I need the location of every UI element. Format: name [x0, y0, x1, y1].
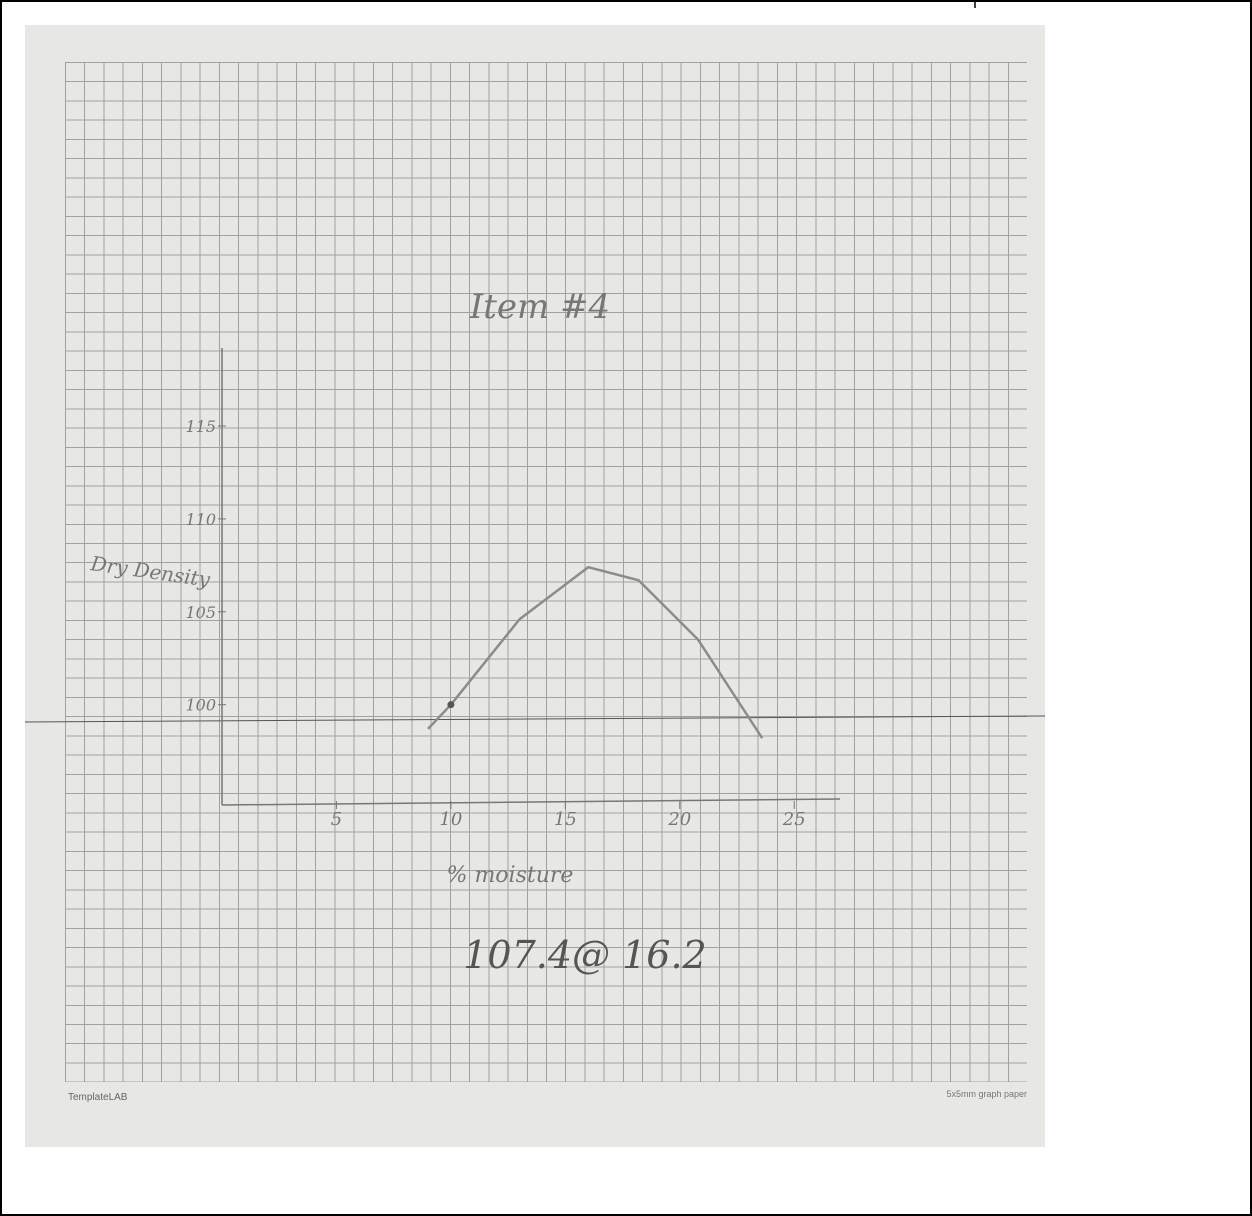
- graph-paper-grid: [65, 62, 1027, 1082]
- paper-fold: [24, 715, 1046, 723]
- y-tick-label: 105: [185, 603, 216, 622]
- x-tick-label: 25: [782, 809, 806, 830]
- chart-title: Item #4: [469, 287, 610, 327]
- y-axis-label: Dry Density: [88, 551, 212, 592]
- x-tick-label: 15: [554, 809, 577, 830]
- x-axis-label: % moisture: [447, 863, 574, 888]
- y-tick-label: 100: [185, 696, 216, 715]
- x-tick-label: 10: [439, 809, 462, 830]
- y-tick-label: 110: [185, 510, 216, 529]
- x-axis: [221, 798, 841, 806]
- x-tick-label: 20: [667, 809, 691, 830]
- data-point: [447, 701, 455, 709]
- footer-left: TemplateLAB: [68, 1092, 128, 1103]
- curve: [427, 565, 764, 739]
- annotation: 107.4@ 16.2: [463, 933, 706, 977]
- x-tick-label: 5: [331, 809, 342, 830]
- footer-right: 5x5mm graph paper: [946, 1089, 1027, 1099]
- y-tick-label: 115: [185, 417, 216, 436]
- photo: [25, 25, 1045, 1147]
